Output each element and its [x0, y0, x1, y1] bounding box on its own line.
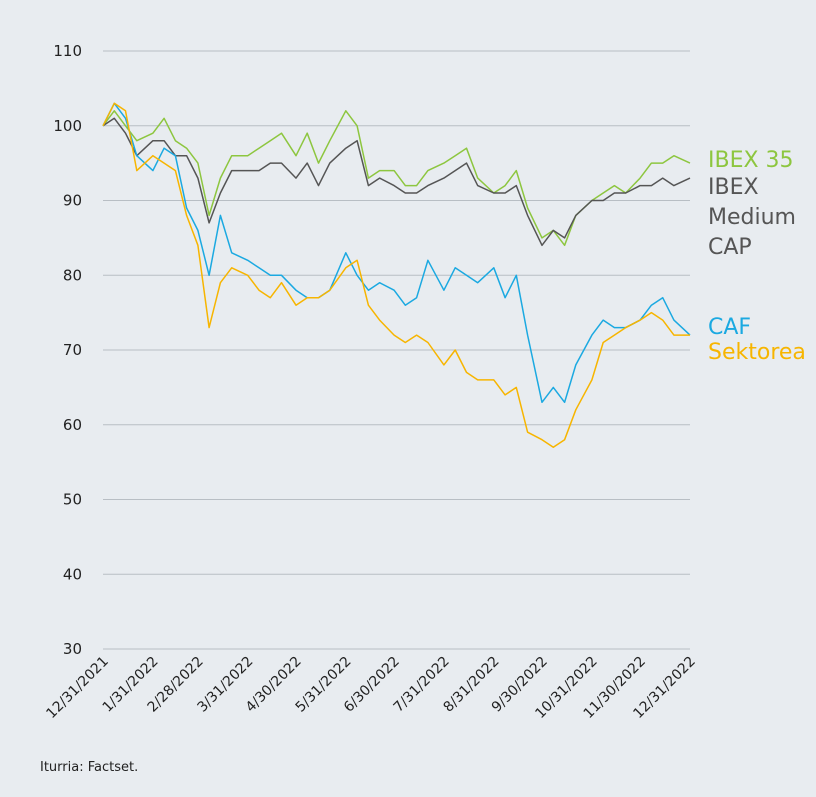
- y-tick-label: 30: [63, 640, 82, 658]
- y-tick-label: 60: [63, 416, 82, 434]
- series-line: [102, 102, 690, 448]
- x-tick-label: 12/31/2021: [43, 654, 111, 722]
- legend-label: IBEX Medium CAP: [708, 175, 796, 260]
- y-tick-label: 70: [63, 341, 82, 359]
- series-line: [102, 102, 691, 404]
- y-tick-label: 110: [53, 42, 82, 60]
- legend-label: IBEX 35: [708, 148, 794, 173]
- source-note: Iturria: Factset.: [40, 760, 139, 775]
- y-tick-label: 80: [63, 266, 82, 284]
- legend-label: CAF: [708, 315, 752, 340]
- legend-label: Sektorea: [708, 340, 806, 365]
- y-tick-label: 90: [63, 192, 82, 210]
- y-tick-label: 50: [63, 491, 82, 509]
- y-tick-label: 40: [63, 565, 82, 583]
- series-line: [102, 117, 691, 247]
- y-tick-label: 100: [53, 117, 82, 135]
- chart: 3040506070809010011012/31/20211/31/20222…: [43, 42, 698, 722]
